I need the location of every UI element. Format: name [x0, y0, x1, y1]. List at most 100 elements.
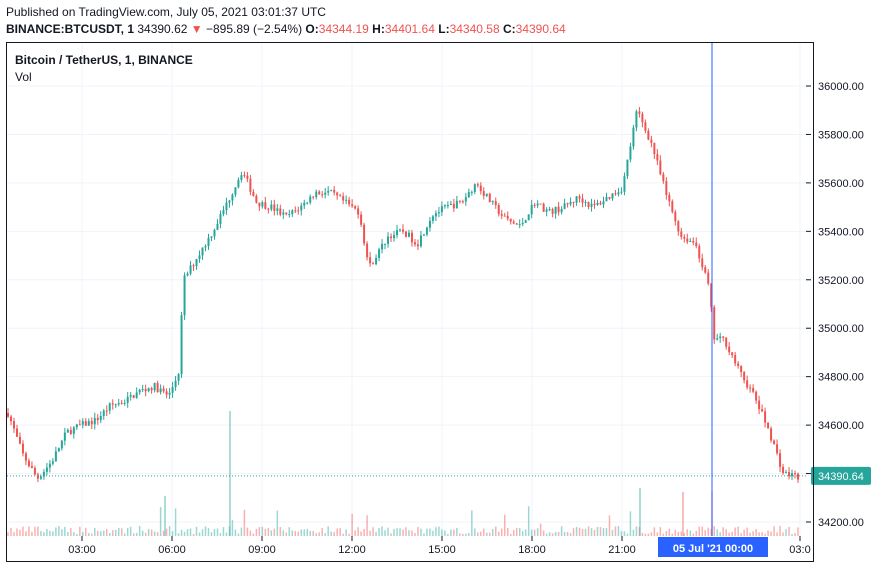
- volume-bar: [713, 526, 715, 536]
- candle-body: [54, 451, 57, 462]
- volume-bar: [471, 510, 473, 536]
- candle-body: [162, 388, 165, 392]
- volume-bar: [444, 530, 446, 536]
- candle-body: [249, 178, 252, 192]
- candle-body: [590, 203, 593, 208]
- volume-bar: [357, 527, 359, 536]
- candle-body: [410, 232, 413, 243]
- volume-bar: [192, 533, 195, 536]
- volume-bar: [82, 531, 84, 536]
- candle-body: [536, 203, 539, 206]
- candle-body: [201, 247, 204, 256]
- candle-body: [557, 206, 560, 213]
- volume-bar: [590, 528, 593, 536]
- candle-body: [635, 111, 638, 128]
- volume-bar: [168, 526, 171, 536]
- volume-bar: [566, 532, 569, 536]
- candle-body: [222, 210, 225, 215]
- candle-body: [348, 199, 351, 205]
- volume-bar: [120, 528, 123, 536]
- candle-body: [258, 202, 261, 207]
- candle-body: [503, 215, 506, 217]
- volume-bar: [692, 533, 695, 536]
- volume-bar: [548, 532, 551, 536]
- candle-body: [63, 432, 66, 441]
- volume-bar: [339, 528, 341, 536]
- volume-bar: [164, 496, 166, 536]
- volume-bar: [498, 531, 500, 536]
- volume-bar: [348, 533, 350, 536]
- volume-bar: [468, 533, 470, 536]
- high-label: H:: [372, 22, 385, 36]
- price-axis[interactable]: 36000.00 35800.00 35600.00 35400.00 35200.00…: [806, 81, 871, 529]
- volume-bar: [94, 527, 96, 536]
- volume-bar: [243, 509, 246, 536]
- candle-body: [488, 193, 491, 203]
- candle-body: [264, 202, 267, 209]
- volume-bar: [563, 531, 566, 536]
- candle-body: [794, 473, 797, 475]
- candle-body: [252, 191, 255, 196]
- candle-body: [303, 202, 306, 206]
- candle-body: [288, 214, 291, 216]
- candle-body: [563, 203, 566, 209]
- volume-bar: [593, 529, 596, 536]
- candle-body: [779, 453, 782, 467]
- volume-bar: [153, 531, 156, 536]
- volume-bar: [258, 527, 261, 536]
- candles: [7, 106, 799, 483]
- volume-bar: [788, 526, 790, 536]
- volume-bar: [791, 533, 793, 536]
- volume-bar: [106, 528, 108, 536]
- volume-bar: [677, 531, 680, 536]
- volume-bar: [629, 511, 632, 536]
- candle-body: [138, 389, 141, 393]
- volume-label: Vol: [15, 70, 32, 84]
- candle-body: [428, 220, 431, 228]
- candle-body: [611, 193, 614, 199]
- volume-bar: [495, 526, 497, 536]
- candle-body: [393, 234, 396, 239]
- candle-body: [132, 395, 135, 398]
- volume-bar: [536, 528, 539, 536]
- candle-body: [527, 214, 530, 221]
- volume-bar: [261, 526, 264, 536]
- last-price: 34390.62: [137, 22, 188, 36]
- candle-body: [593, 203, 596, 205]
- candle-body: [147, 388, 150, 392]
- volume-bar: [501, 528, 503, 536]
- volume-bars: [7, 411, 799, 536]
- volume-bar: [596, 526, 599, 536]
- candle-body: [407, 232, 410, 237]
- volume-bar: [405, 527, 407, 536]
- volume-bar: [49, 530, 51, 536]
- candle-body: [102, 410, 105, 417]
- candle-body: [60, 440, 63, 449]
- candle-body: [767, 422, 770, 429]
- candle-body: [120, 402, 123, 404]
- candle-body: [479, 185, 482, 192]
- volume-bar: [524, 529, 527, 536]
- candle-body: [632, 127, 635, 147]
- volume-bar: [518, 528, 521, 536]
- volume-bar: [489, 532, 491, 536]
- volume-bar: [309, 530, 311, 536]
- volume-bar: [138, 526, 141, 536]
- candle-body: [195, 259, 198, 267]
- time-axis[interactable]: 03:00 06:00 09:00 12:00 15:00 18:00 21:00 03:0 0…: [68, 536, 811, 557]
- volume-bar: [183, 531, 186, 536]
- candle-body: [581, 198, 584, 203]
- volume-bar: [70, 528, 72, 536]
- volume-bar: [16, 528, 18, 536]
- volume-bar: [210, 532, 213, 536]
- candle-body: [237, 179, 240, 188]
- candle-body: [330, 189, 333, 191]
- volume-bar: [408, 530, 410, 536]
- price-tick-label: 34800.00: [818, 372, 864, 384]
- volume-bar: [249, 530, 252, 536]
- candle-body: [180, 315, 183, 375]
- volume-bar: [58, 526, 60, 536]
- volume-bar: [231, 520, 234, 536]
- volume-bar: [719, 532, 721, 536]
